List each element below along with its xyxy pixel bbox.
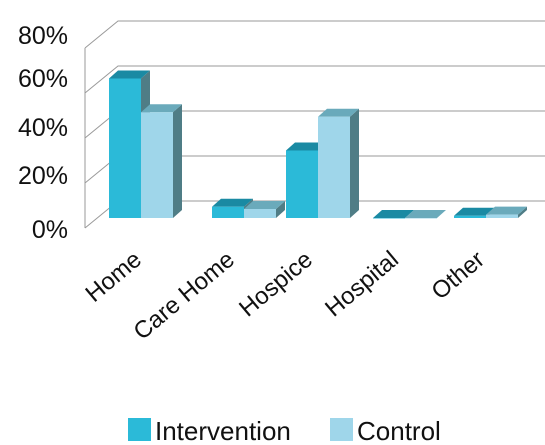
bar-front <box>318 116 350 218</box>
bar-top <box>318 108 359 117</box>
y-axis-ticks: 0% 20% 40% 60% 80% <box>18 22 68 244</box>
bar-side <box>173 104 182 218</box>
bar-front <box>286 150 318 218</box>
bar-top <box>141 104 182 113</box>
bar-top <box>454 207 495 216</box>
bar-top <box>486 206 527 215</box>
y-tick-label: 0% <box>32 216 68 244</box>
x-category-label: Home <box>80 246 146 308</box>
legend-swatch-control <box>330 418 353 441</box>
gridline <box>84 65 545 94</box>
y-tick-label: 40% <box>18 114 68 142</box>
bar-top <box>373 210 414 218</box>
bar-hospital-intervention <box>373 210 414 219</box>
bar-side <box>350 108 359 218</box>
bar-front <box>244 209 276 218</box>
gridline <box>84 20 545 49</box>
x-category-label: Hospice <box>234 246 318 322</box>
x-category-label: Other <box>427 246 490 305</box>
bar-top <box>244 201 285 209</box>
bar-front <box>405 218 437 219</box>
legend-label-control: Control <box>357 416 441 445</box>
bar-top <box>405 210 446 218</box>
bar-hospice-control <box>318 108 359 218</box>
bar-hospital-control <box>405 210 446 219</box>
legend-swatch-intervention <box>128 418 151 441</box>
bar-front <box>373 218 405 219</box>
y-tick-label: 80% <box>18 22 68 50</box>
x-category-label: Hospital <box>320 246 404 322</box>
x-axis-categories: Home Care Home Hospice Hospital Other <box>80 246 489 346</box>
bar-front <box>486 214 518 218</box>
bar-front <box>109 78 141 218</box>
bar-other-control <box>486 206 527 218</box>
bar-care-home-control <box>244 201 285 218</box>
bar-front <box>212 206 244 218</box>
y-tick-label: 60% <box>18 65 68 93</box>
y-tick-label: 20% <box>18 162 68 190</box>
bar-top <box>286 142 327 151</box>
bar-home-control <box>141 104 182 218</box>
x-category-label: Care Home <box>128 246 239 346</box>
bar-top <box>212 198 253 207</box>
legend-label-intervention: Intervention <box>155 416 291 445</box>
bar-side <box>276 201 285 218</box>
bar-front <box>454 215 486 218</box>
bar-top <box>109 70 150 79</box>
bar-front <box>141 112 173 218</box>
bars <box>109 70 527 219</box>
bar-side <box>518 206 527 218</box>
legend: Intervention Control <box>128 416 441 445</box>
